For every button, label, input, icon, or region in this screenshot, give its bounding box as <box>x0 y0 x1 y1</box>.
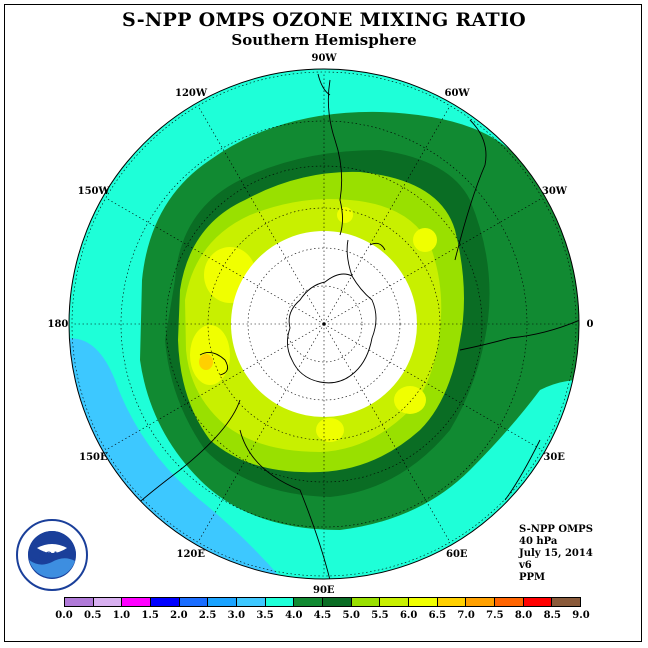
south-america-east <box>454 119 487 261</box>
colorbar-tick-label: 7.5 <box>486 610 504 621</box>
page-subtitle: Southern Hemisphere <box>231 31 417 49</box>
colorbar-tick-label: 3.0 <box>227 610 246 621</box>
longitude-label: 60E <box>446 548 468 560</box>
colorbar-tick-label: 6.0 <box>399 610 418 621</box>
colorbar-segment <box>552 598 581 606</box>
colorbar-tick-label: 4.0 <box>285 610 303 621</box>
contour-6-0-north2 <box>337 207 353 223</box>
colorbar-tick-label: 1.5 <box>141 610 159 621</box>
colorbar-segment <box>151 598 180 606</box>
longitude-label: 30E <box>543 451 565 463</box>
info-instrument: S-NPP OMPS <box>519 524 593 535</box>
madagascar <box>504 439 541 501</box>
new-zealand <box>199 351 229 376</box>
page-title: S-NPP OMPS OZONE MIXING RATIO <box>121 9 527 31</box>
longitude-label: 90W <box>311 52 337 64</box>
colorbar-segment <box>437 598 467 606</box>
colorbar-segment <box>409 598 438 606</box>
longitude-label: 0 <box>586 318 594 330</box>
colorbar-tick-label: 8.5 <box>543 610 561 621</box>
longitude-label: 90E <box>313 584 335 596</box>
colorbar-segment <box>323 598 352 606</box>
colorbar-tick-label: 8.0 <box>514 610 533 621</box>
colorbar-segment <box>523 598 553 606</box>
colorbar-segment <box>294 598 324 606</box>
contour-6-0-south <box>190 325 230 385</box>
colorbar-segment <box>380 598 410 606</box>
colorbar-labels: 0.0 0.5 1.0 1.5 2.0 2.5 3.0 3.5 4.0 4.5 5.0 5.5 6.0 6… <box>0 610 648 624</box>
colorbar-tick-label: 0.0 <box>55 610 73 621</box>
colorbar-segment <box>237 598 266 606</box>
colorbar-tick-label: 6.5 <box>428 610 447 621</box>
south-america-west <box>327 79 343 236</box>
info-level: 40 hPa <box>519 536 558 547</box>
coastlines <box>119 73 579 579</box>
contour-6-0-north <box>413 228 437 252</box>
longitude-label: 30W <box>541 185 568 197</box>
product-info: S-NPP OMPS 40 hPa July 15, 2014 v6 PPM <box>519 524 593 584</box>
colorbar-tick-label: 9.0 <box>572 610 590 621</box>
colorbar-tick-label: 2.0 <box>170 610 188 621</box>
colorbar-segment <box>93 598 123 606</box>
antarctica-coast <box>287 273 377 384</box>
info-version: v6 <box>519 560 532 571</box>
colorbar <box>64 597 581 607</box>
colorbar-segment <box>208 598 238 606</box>
noaa-logo-text: NOAA <box>39 550 66 560</box>
colorbar-tick-label: 4.5 <box>313 610 332 621</box>
africa-south <box>459 319 579 351</box>
colorbar-segment <box>466 598 496 606</box>
ozone-field <box>69 69 579 579</box>
colorbar-tick-label: 0.5 <box>84 610 102 621</box>
longitude-label: 120E <box>176 548 206 560</box>
longitude-label: 150E <box>79 451 108 463</box>
colorbar-segment <box>351 598 381 606</box>
noaa-logo: NOAA <box>16 519 88 591</box>
info-units: PPM <box>519 572 546 583</box>
colorbar-tick-label: 1.0 <box>112 610 131 621</box>
map-boundary <box>68 68 580 580</box>
south-america-tip <box>317 73 386 251</box>
colorbar-tick-label: 5.0 <box>342 610 360 621</box>
colorbar-tick-label: 3.5 <box>256 610 274 621</box>
longitude-label: 150W <box>77 185 110 197</box>
colorbar-segment <box>179 598 209 606</box>
contour-6-5 <box>199 354 213 370</box>
antarctic-peninsula <box>346 239 353 277</box>
australia-southwest <box>239 429 331 579</box>
colorbar-segment <box>495 598 524 606</box>
colorbar-segment <box>122 598 152 606</box>
south-pole-marker <box>322 322 326 326</box>
plot-frame <box>4 4 642 642</box>
colorbar-tick-label: 7.0 <box>457 610 475 621</box>
colorbar-segment <box>65 598 94 606</box>
colorbar-segment <box>265 598 295 606</box>
colorbar-tick-label: 2.5 <box>198 610 217 621</box>
contour-6-0-ne <box>394 386 426 414</box>
contour-6-0-east <box>316 418 344 442</box>
longitude-label: 120W <box>175 88 208 100</box>
longitude-label: 60W <box>444 88 470 100</box>
info-date: July 15, 2014 <box>519 548 593 559</box>
colorbar-tick-label: 5.5 <box>371 610 389 621</box>
longitude-label: 180 <box>47 318 69 330</box>
